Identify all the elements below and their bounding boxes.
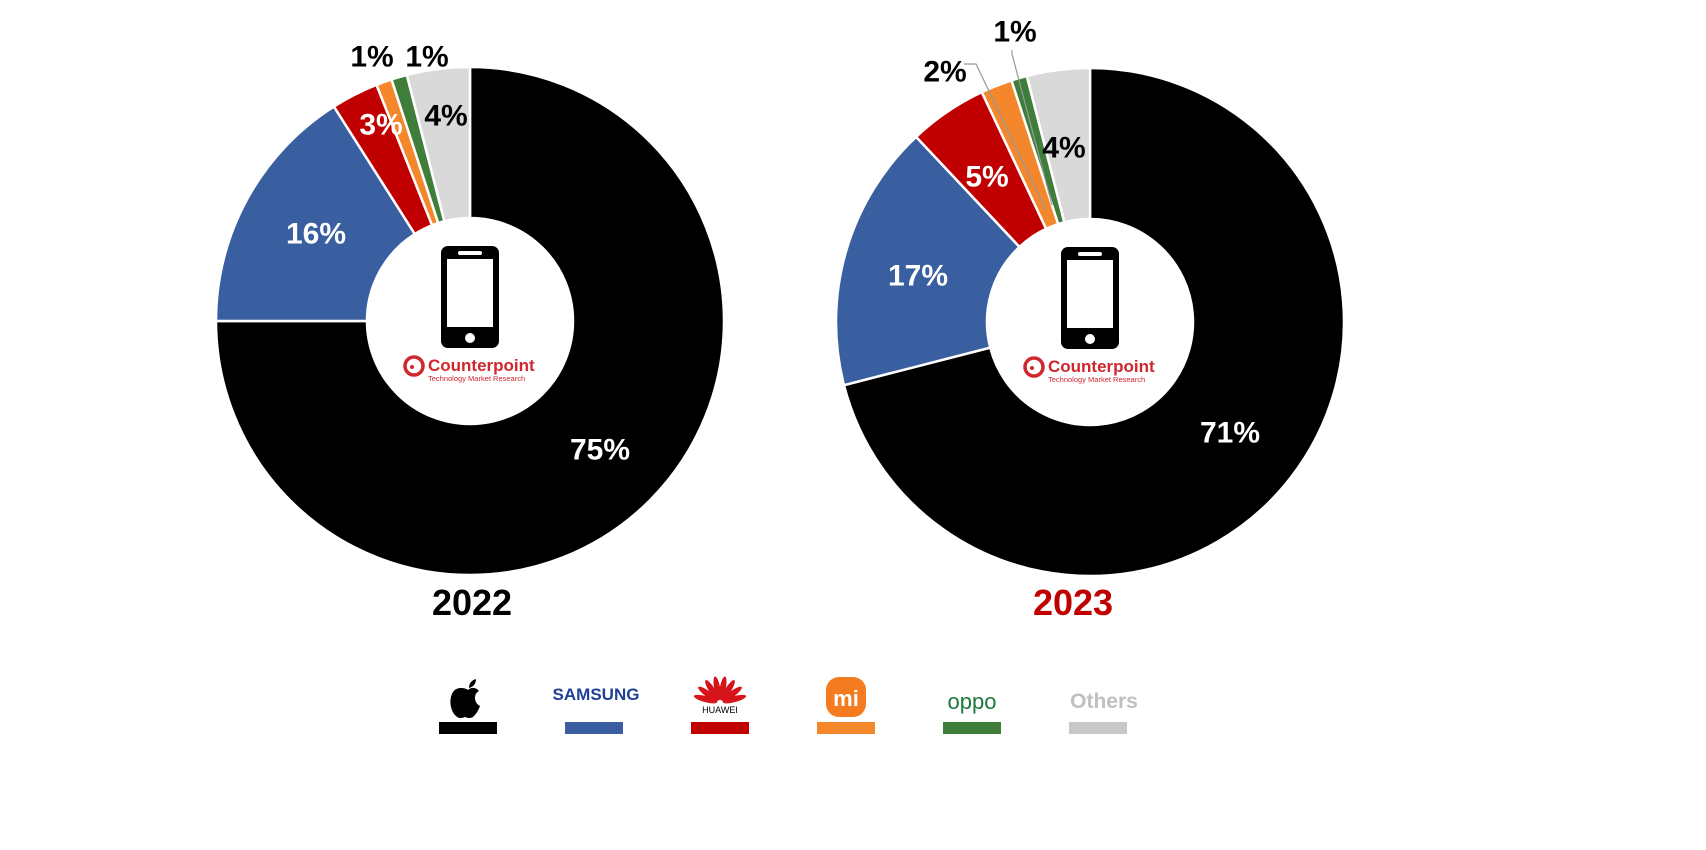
slice-apple	[842, 66, 1346, 578]
huawei-wordmark: HUAWEI	[702, 705, 738, 715]
legend-swatch	[817, 722, 875, 734]
legend-item-huawei: HUAWEI	[691, 676, 749, 734]
others-label: Others	[1070, 690, 1138, 713]
huawei-logo	[693, 676, 747, 704]
slice-others	[1025, 66, 1092, 224]
legend-item-apple	[439, 679, 497, 734]
legend-item-samsung: SAMSUNG	[553, 685, 640, 734]
data-label-oppo: 1%	[993, 16, 1036, 49]
slice-apple	[214, 65, 726, 577]
data-label-others: 4%	[1042, 132, 1085, 165]
data-label-oppo: 1%	[405, 41, 448, 74]
legend-item-mi: mi	[817, 677, 875, 734]
legend: SAMSUNG HUAWEI mi oppo Others	[439, 676, 1138, 734]
data-label-samsung: 17%	[888, 260, 948, 293]
brand-tagline: Technology Market Research	[428, 374, 525, 383]
data-label-apple: 71%	[1200, 417, 1260, 450]
brand-name: Counterpoint	[1048, 357, 1155, 376]
data-label-xiaomi: 1%	[350, 41, 393, 74]
brand-tagline: Technology Market Research	[1048, 375, 1145, 384]
chart-title-2022: 2022	[432, 582, 512, 623]
brand-name: Counterpoint	[428, 356, 535, 375]
data-label-samsung: 16%	[286, 218, 346, 251]
smartphone-icon	[1061, 247, 1119, 349]
data-label-others: 4%	[424, 100, 467, 133]
xiaomi-logo: mi	[826, 677, 866, 717]
chart-title-2023: 2023	[1033, 582, 1113, 623]
svg-text:mi: mi	[833, 686, 859, 711]
data-label-xiaomi: 2%	[923, 56, 966, 89]
leader-line-oppo	[1011, 50, 1053, 206]
data-label-huawei: 3%	[359, 109, 402, 142]
oppo-logo: oppo	[948, 689, 997, 714]
legend-swatch	[565, 722, 623, 734]
legend-swatch	[943, 722, 1001, 734]
leader-line-xiaomi	[964, 63, 1047, 211]
legend-item-oppo: oppo	[943, 689, 1001, 734]
legend-item-others: Others	[1069, 690, 1138, 734]
slice-others	[405, 65, 472, 223]
data-label-apple: 75%	[570, 434, 630, 467]
legend-swatch	[691, 722, 749, 734]
legend-swatch	[1069, 722, 1127, 734]
legend-swatch	[439, 722, 497, 734]
samsung-logo: SAMSUNG	[553, 685, 640, 704]
data-label-huawei: 5%	[965, 161, 1008, 194]
smartphone-icon	[441, 246, 499, 348]
apple-logo	[450, 679, 480, 718]
slice-samsung	[214, 104, 417, 323]
